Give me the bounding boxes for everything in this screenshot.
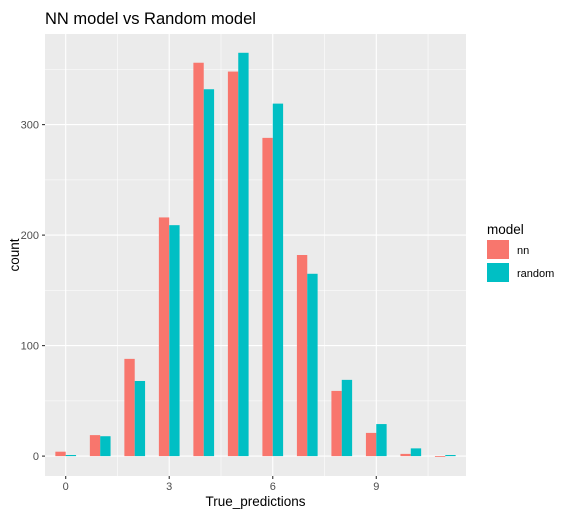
legend: model nn random [487,222,554,282]
y-axis: 0 100 200 300 [21,120,45,463]
bar-random [445,455,456,457]
bar-random [238,52,249,457]
bar-nn [331,390,342,457]
y-tick-label: 100 [21,341,39,353]
x-tick-label: 3 [166,481,172,493]
bar-nn [400,453,411,457]
legend-title: model [487,222,524,237]
y-tick-label: 300 [21,120,39,132]
bar-nn [193,62,204,457]
bar-nn [158,217,170,457]
bar-nn [434,456,446,457]
bar-nn [296,255,308,457]
legend-label-random: random [517,268,554,280]
x-tick-label: 6 [270,481,276,493]
bar-nn [365,432,377,457]
y-tick-label: 200 [21,230,39,242]
bar-random [272,103,284,457]
bar-random [410,448,422,457]
bar-nn [227,71,239,457]
legend-key-nn [487,240,509,259]
chart-title: NN model vs Random model [45,10,256,28]
bar-random [341,379,353,457]
x-tick-label: 9 [373,481,379,493]
bar-nn [124,358,135,457]
bar-nn [262,137,273,457]
x-axis: 0 3 6 9 [63,476,379,493]
y-axis-title: count [7,238,22,271]
bar-random [376,424,387,457]
bar-nn [55,451,66,457]
bar-random [65,455,77,457]
y-tick-label: 0 [33,451,39,463]
bar-nn [89,435,101,457]
x-axis-title: True_predictions [205,494,305,509]
bar-random [307,273,318,457]
bar-random [169,225,180,457]
legend-key-random [487,263,509,282]
bar-random [203,89,215,457]
plot-panel [45,34,466,476]
legend-label-nn: nn [517,245,529,257]
x-tick-label: 0 [63,481,69,493]
bar-random [100,436,111,457]
grid-minor [45,34,466,476]
bars-layer [55,52,456,457]
bar-random [134,380,146,457]
